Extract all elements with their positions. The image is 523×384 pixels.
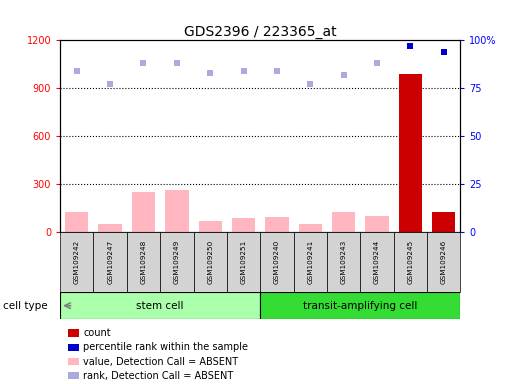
Text: GSM109244: GSM109244	[374, 240, 380, 284]
Bar	[68, 358, 78, 365]
Bar	[227, 232, 260, 292]
Text: GSM109241: GSM109241	[307, 240, 313, 284]
Bar	[68, 329, 78, 337]
Bar	[127, 232, 160, 292]
Bar	[265, 217, 289, 232]
Text: percentile rank within the sample: percentile rank within the sample	[83, 343, 248, 353]
Text: stem cell: stem cell	[137, 301, 184, 311]
Bar	[260, 292, 460, 319]
Text: cell type: cell type	[3, 301, 47, 311]
Bar	[60, 232, 94, 292]
Bar	[94, 232, 127, 292]
Bar	[232, 218, 255, 232]
Bar	[293, 232, 327, 292]
Bar	[160, 232, 194, 292]
Bar	[299, 224, 322, 232]
Text: GSM109250: GSM109250	[207, 240, 213, 284]
Bar	[98, 223, 122, 232]
Bar	[165, 190, 188, 232]
Bar	[427, 232, 460, 292]
Text: GSM109243: GSM109243	[340, 240, 347, 284]
Bar	[332, 212, 355, 232]
Text: GSM109247: GSM109247	[107, 240, 113, 284]
Bar	[65, 212, 88, 232]
Bar	[394, 232, 427, 292]
Text: rank, Detection Call = ABSENT: rank, Detection Call = ABSENT	[83, 371, 233, 381]
Bar	[132, 192, 155, 232]
Bar	[360, 232, 393, 292]
Text: GSM109242: GSM109242	[74, 240, 80, 284]
Bar	[365, 216, 389, 232]
Bar	[194, 232, 227, 292]
Bar	[60, 292, 260, 319]
Bar	[432, 212, 455, 232]
Text: GSM109240: GSM109240	[274, 240, 280, 284]
Bar	[399, 74, 422, 232]
Text: count: count	[83, 328, 111, 338]
Text: transit-amplifying cell: transit-amplifying cell	[303, 301, 417, 311]
Text: GSM109246: GSM109246	[440, 240, 447, 284]
Title: GDS2396 / 223365_at: GDS2396 / 223365_at	[184, 25, 336, 39]
Text: GSM109245: GSM109245	[407, 240, 413, 284]
Bar	[260, 232, 293, 292]
Text: GSM109249: GSM109249	[174, 240, 180, 284]
Text: GSM109251: GSM109251	[241, 240, 246, 284]
Bar	[68, 344, 78, 351]
Text: GSM109248: GSM109248	[141, 240, 146, 284]
Bar	[199, 221, 222, 232]
Bar	[327, 232, 360, 292]
Text: value, Detection Call = ABSENT: value, Detection Call = ABSENT	[83, 357, 238, 367]
Bar	[68, 372, 78, 379]
